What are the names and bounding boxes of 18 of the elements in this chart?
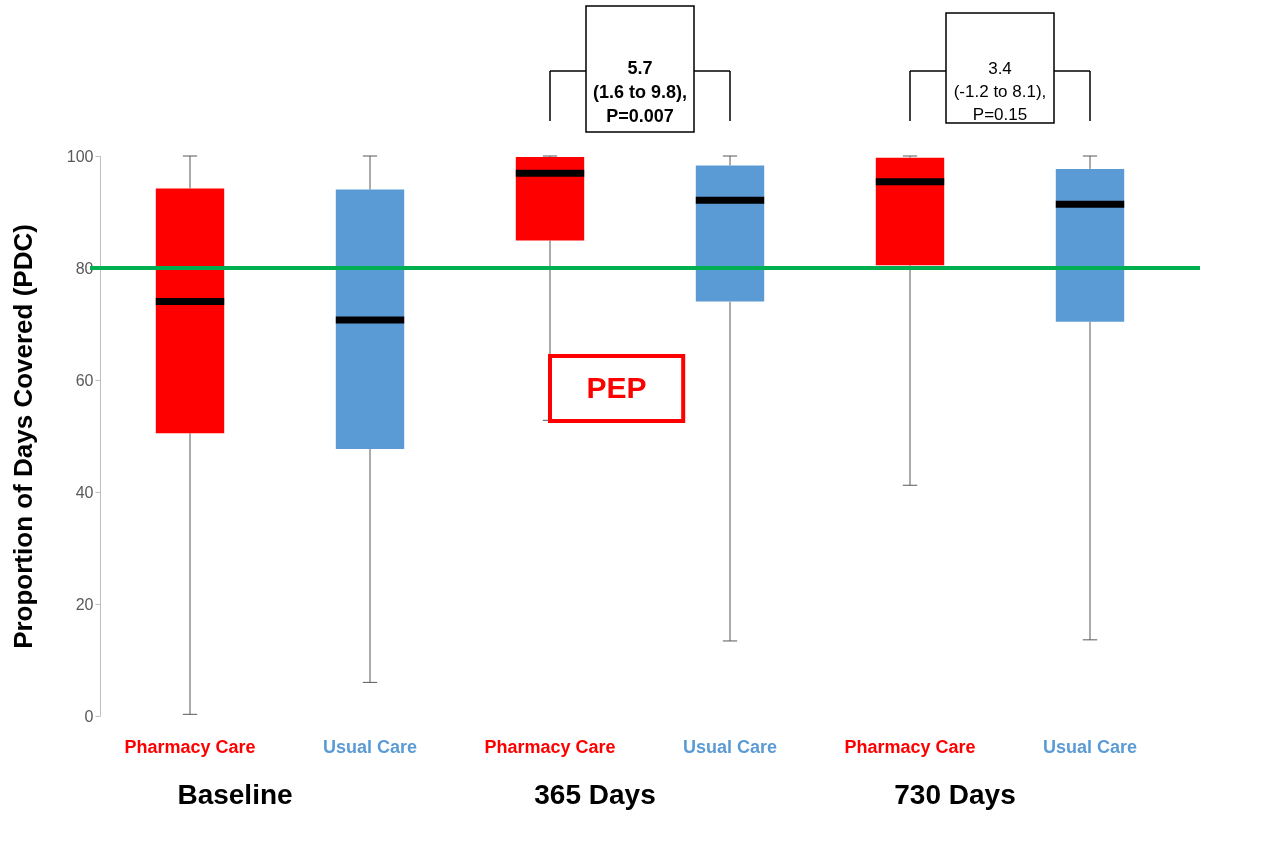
x-tick-label: Pharmacy Care [844, 737, 976, 757]
text: Baseline [177, 779, 293, 810]
x-tick-label: Pharmacy Care [484, 737, 616, 757]
y-tick-label: 100 [66, 147, 94, 165]
y-tick-label: 40 [75, 483, 94, 501]
text: 365 Days [534, 779, 656, 810]
x-tick-label: Usual Care [1042, 737, 1138, 757]
text: 5.7 (1.6 to 9.8), P=0.007 [592, 58, 688, 126]
annotation: PEP [586, 371, 647, 404]
y-axis-title: Proportion of Days Covered (PDC) [7, 224, 38, 649]
text: 730 Days [894, 779, 1016, 810]
x-tick-label: Usual Care [322, 737, 418, 757]
y-tick-label: 20 [75, 595, 94, 613]
text: 3.4 (-1.2 to 8.1), P=0.15 [953, 59, 1047, 124]
y-tick-label: 0 [84, 707, 94, 725]
y-tick-label: 60 [75, 371, 94, 389]
x-tick-label: Usual Care [682, 737, 778, 757]
x-tick-label: Pharmacy Care [124, 737, 256, 757]
